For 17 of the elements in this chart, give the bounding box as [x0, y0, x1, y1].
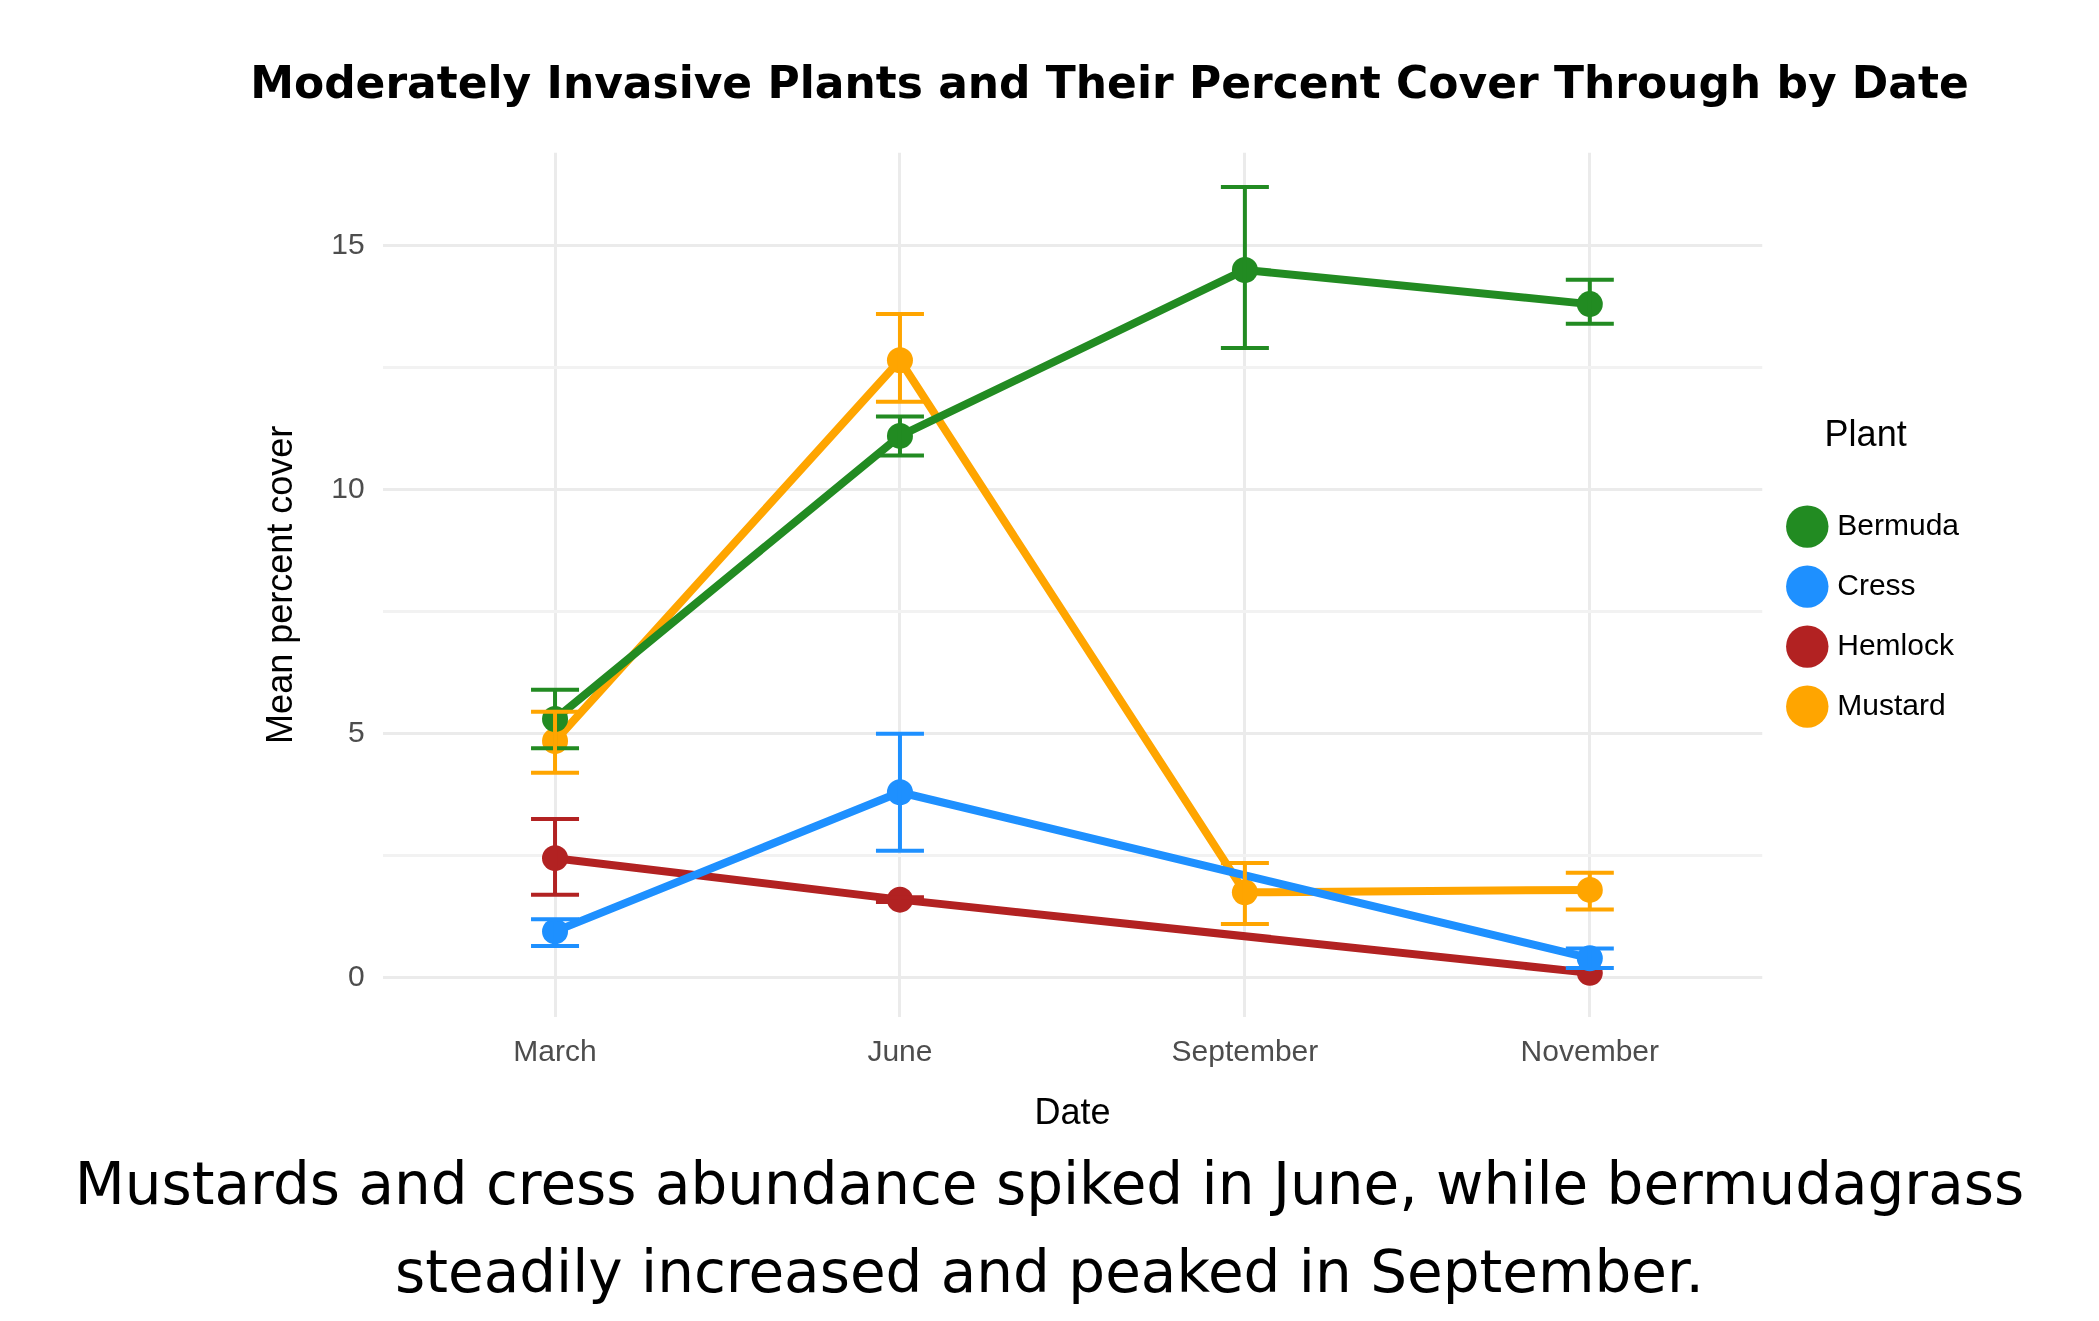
- x-tick-label: November: [1520, 1034, 1660, 1068]
- y-tick-label: 15: [331, 226, 365, 260]
- x-tick-label: March: [513, 1034, 597, 1068]
- x-tick-label: September: [1171, 1034, 1319, 1068]
- legend-title: Plant: [1824, 413, 1907, 455]
- y-tick-label: 10: [331, 470, 365, 504]
- x-tick-label: June: [867, 1034, 933, 1068]
- y-tick-label: 5: [347, 714, 365, 748]
- legend-label: Hemlock: [1837, 627, 1955, 661]
- legend-label: Cress: [1837, 567, 1916, 601]
- chart-title: Moderately Invasive Plants and Their Percent Cover Through by Date: [250, 56, 1969, 108]
- x-axis-title: Date: [1034, 1091, 1111, 1133]
- legend-label: Bermuda: [1837, 507, 1960, 541]
- y-tick-label: 0: [347, 959, 365, 993]
- y-axis-title: Mean percent cover: [258, 425, 300, 744]
- legend-label: Mustard: [1837, 687, 1946, 721]
- text: Mustards and cress abundance spiked in June, while bermudagrass steadily increased and peaked in September.: [73, 1149, 2026, 1308]
